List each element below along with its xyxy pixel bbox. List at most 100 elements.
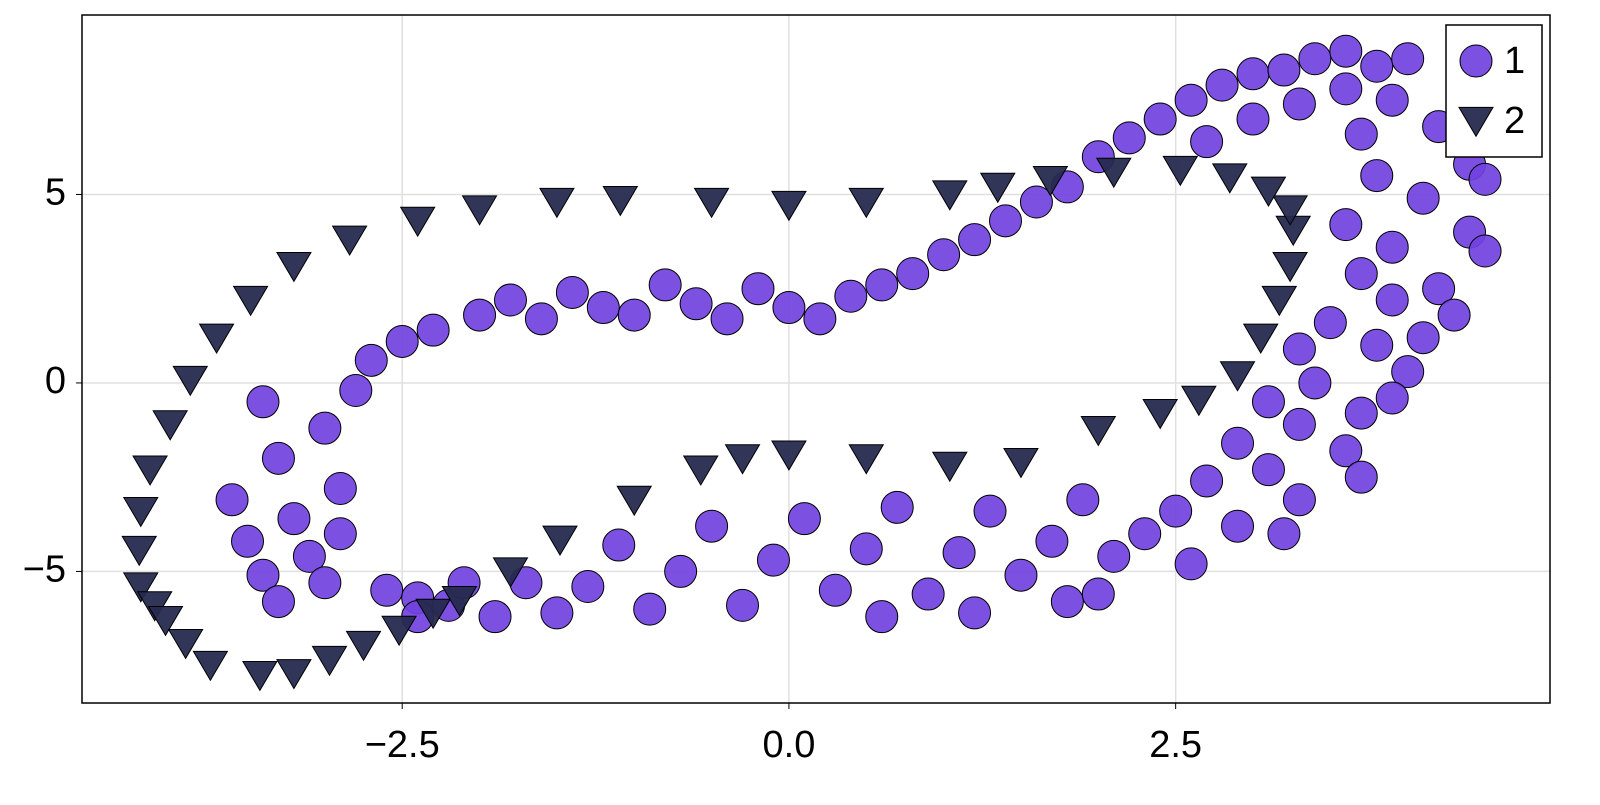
point — [1174, 547, 1208, 581]
marks — [121, 34, 1502, 692]
point — [323, 471, 357, 505]
point — [1406, 181, 1440, 215]
point — [1035, 524, 1069, 558]
y-tick-label: 5 — [45, 171, 66, 213]
point — [849, 532, 883, 566]
point — [1267, 517, 1301, 551]
point — [571, 570, 605, 604]
point — [724, 444, 761, 475]
point — [232, 285, 269, 317]
point — [308, 566, 342, 600]
point — [311, 645, 348, 677]
point — [1344, 257, 1378, 291]
point — [354, 343, 388, 377]
point — [167, 628, 204, 660]
point — [1360, 159, 1394, 193]
point — [741, 272, 775, 306]
point — [1095, 157, 1132, 189]
point — [1391, 42, 1425, 76]
point — [339, 373, 373, 407]
point — [1142, 398, 1179, 430]
point — [399, 206, 436, 238]
x-tick-label: −2.5 — [365, 724, 440, 766]
point — [834, 279, 868, 313]
point — [1468, 234, 1502, 268]
point — [848, 187, 885, 219]
point — [1004, 558, 1038, 592]
point — [1080, 415, 1117, 447]
y-tick-label: 0 — [45, 360, 66, 402]
point — [539, 187, 575, 219]
point — [911, 577, 945, 611]
point — [1375, 283, 1409, 317]
point — [1219, 361, 1256, 392]
point — [848, 444, 885, 475]
point — [1050, 585, 1084, 619]
point — [679, 287, 713, 321]
point — [231, 524, 265, 558]
point — [1221, 426, 1255, 460]
point — [1391, 355, 1425, 389]
point — [931, 180, 968, 211]
point — [771, 190, 807, 222]
series — [215, 34, 1502, 634]
x-tick-label: 0.0 — [763, 724, 816, 766]
point — [147, 605, 184, 637]
point — [1298, 366, 1332, 400]
point — [540, 596, 574, 630]
point — [1128, 517, 1162, 551]
point — [276, 659, 312, 690]
legend-box — [1445, 24, 1543, 158]
point — [931, 451, 968, 483]
point — [1298, 42, 1332, 76]
point — [979, 172, 1016, 204]
point — [1375, 230, 1409, 264]
point — [152, 410, 189, 441]
point — [602, 186, 639, 217]
point — [122, 497, 159, 528]
point — [756, 543, 790, 577]
point — [942, 536, 976, 570]
point — [1282, 483, 1316, 517]
point — [246, 558, 280, 592]
point — [292, 539, 326, 573]
point — [648, 268, 682, 302]
point — [682, 455, 719, 486]
point — [616, 485, 653, 517]
point — [1205, 68, 1239, 102]
point — [1437, 298, 1471, 332]
point — [988, 204, 1022, 238]
point — [1211, 163, 1248, 194]
point — [896, 257, 930, 291]
point — [710, 302, 744, 336]
point — [958, 596, 992, 630]
point — [1329, 208, 1363, 242]
point — [787, 502, 821, 536]
point — [880, 490, 914, 524]
point — [370, 573, 404, 607]
point — [1190, 464, 1224, 498]
point — [555, 275, 589, 309]
point — [198, 323, 235, 354]
point — [1143, 102, 1177, 136]
point — [1221, 509, 1255, 543]
point — [803, 302, 837, 336]
point — [416, 313, 450, 347]
point — [865, 268, 899, 302]
point — [1267, 53, 1301, 87]
point — [242, 661, 278, 692]
point — [958, 223, 992, 257]
point — [1375, 83, 1409, 117]
point — [277, 502, 311, 536]
point — [693, 187, 730, 219]
point — [276, 251, 312, 283]
point — [602, 528, 636, 562]
legend-label: 1 — [1504, 40, 1525, 82]
point — [1032, 166, 1069, 197]
point — [1097, 539, 1131, 573]
point — [331, 225, 368, 256]
point — [726, 588, 760, 622]
point — [493, 283, 527, 317]
point — [478, 600, 512, 634]
point — [1019, 185, 1053, 219]
